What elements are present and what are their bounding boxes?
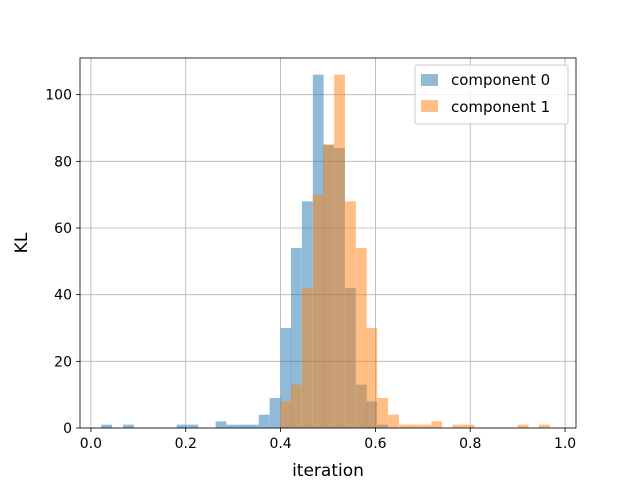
histogram-bar [187,424,199,428]
histogram-bar [366,328,378,428]
histogram-bar [123,424,134,428]
histogram-bar [388,414,399,428]
histogram-bar [431,421,443,428]
x-tick-label: 0.0 [80,436,102,452]
plot-frame [79,57,577,429]
y-tick-label: 20 [54,354,72,370]
histogram-bar [517,424,529,428]
histogram-bar [334,74,345,429]
histogram-bar [355,248,367,428]
x-axis-ticks: 0.0 0.2 0.4 0.6 0.8 1.0 [80,428,576,452]
histogram-bars [101,74,550,429]
y-tick-label: 100 [45,88,72,104]
histogram-bar [345,201,356,428]
histogram-bar [280,401,292,428]
legend: component 0 component 1 [414,64,569,125]
x-tick-label: 1.0 [554,436,576,452]
histogram-bar [323,144,335,428]
legend-label-component-0: component 0 [451,71,550,89]
histogram-bar [101,424,113,428]
histogram-bar [399,424,410,428]
histogram-bar [237,424,249,428]
y-tick-label: 60 [54,221,72,237]
histogram-bar [258,414,270,428]
histogram-bar [463,424,475,428]
histogram-bar [539,424,550,428]
y-axis-label: KL [12,232,32,253]
y-tick-label: 0 [63,421,72,437]
histogram-bar [215,421,227,428]
histogram-bar [420,424,432,428]
histogram-bar [269,398,281,428]
legend-frame [414,64,569,125]
legend-swatch-component-0 [421,74,438,86]
histogram-bar [409,424,421,428]
histogram-bar [452,424,464,428]
histogram-bar [226,424,238,428]
x-axis-label: iteration [292,461,364,480]
y-tick-label: 40 [54,288,72,304]
histogram-bar [312,194,324,428]
x-tick-label: 0.2 [175,436,197,452]
histogram-bar [247,424,259,428]
x-tick-label: 0.8 [459,436,481,452]
histogram-bar [291,248,302,428]
histogram-bar [280,328,292,428]
legend-swatch-component-1 [421,100,438,112]
histogram-bar [377,398,389,428]
series-component-1 [280,74,550,429]
histogram-bar [291,384,302,428]
legend-label-component-1: component 1 [451,98,550,116]
y-axis-ticks: 0 20 40 60 80 100 [45,88,80,437]
x-tick-label: 0.4 [269,436,291,452]
x-tick-label: 0.6 [364,436,386,452]
histogram-bar [301,288,313,428]
series-component-0 [101,74,389,429]
y-tick-label: 80 [54,154,72,170]
histogram-bar [176,424,188,428]
